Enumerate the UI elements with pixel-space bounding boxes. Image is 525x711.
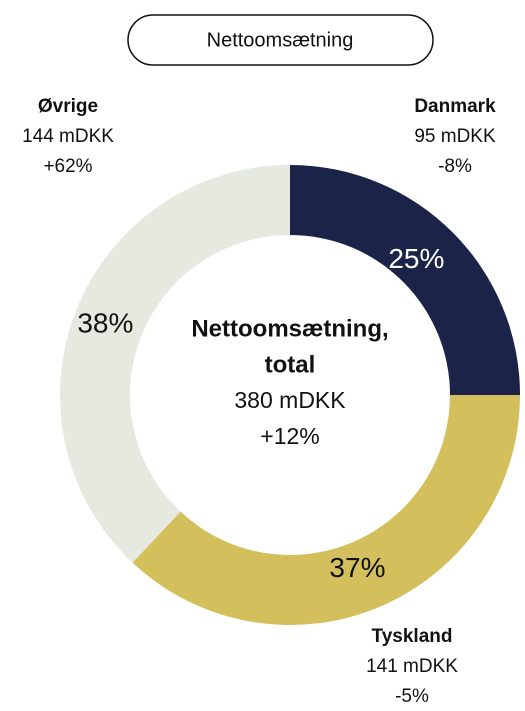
- amount-label: 95 mDKK: [414, 126, 496, 147]
- percent-label: 25%: [388, 243, 444, 274]
- title-badge: [127, 14, 434, 66]
- center-title: total: [265, 351, 316, 378]
- chart-title: Nettoomsætning: [207, 29, 354, 51]
- percent-label: 37%: [329, 552, 385, 583]
- change-label: -8%: [438, 156, 472, 177]
- center-title: Nettoomsætning,: [191, 315, 388, 342]
- percent-label: 38%: [77, 307, 133, 338]
- donut-segment: [132, 395, 520, 625]
- amount-label: 144 mDKK: [22, 126, 114, 147]
- donut-segment: [290, 165, 520, 395]
- category-label: Tyskland: [372, 626, 453, 647]
- center-change: +12%: [260, 423, 319, 449]
- category-label: Øvrige: [38, 96, 98, 117]
- change-label: +62%: [43, 156, 92, 177]
- donut-segment: [59, 164, 290, 563]
- center-amount: 380 mDKK: [234, 387, 346, 413]
- change-label: -5%: [395, 686, 429, 707]
- amount-label: 141 mDKK: [366, 656, 458, 677]
- category-label: Danmark: [414, 96, 496, 117]
